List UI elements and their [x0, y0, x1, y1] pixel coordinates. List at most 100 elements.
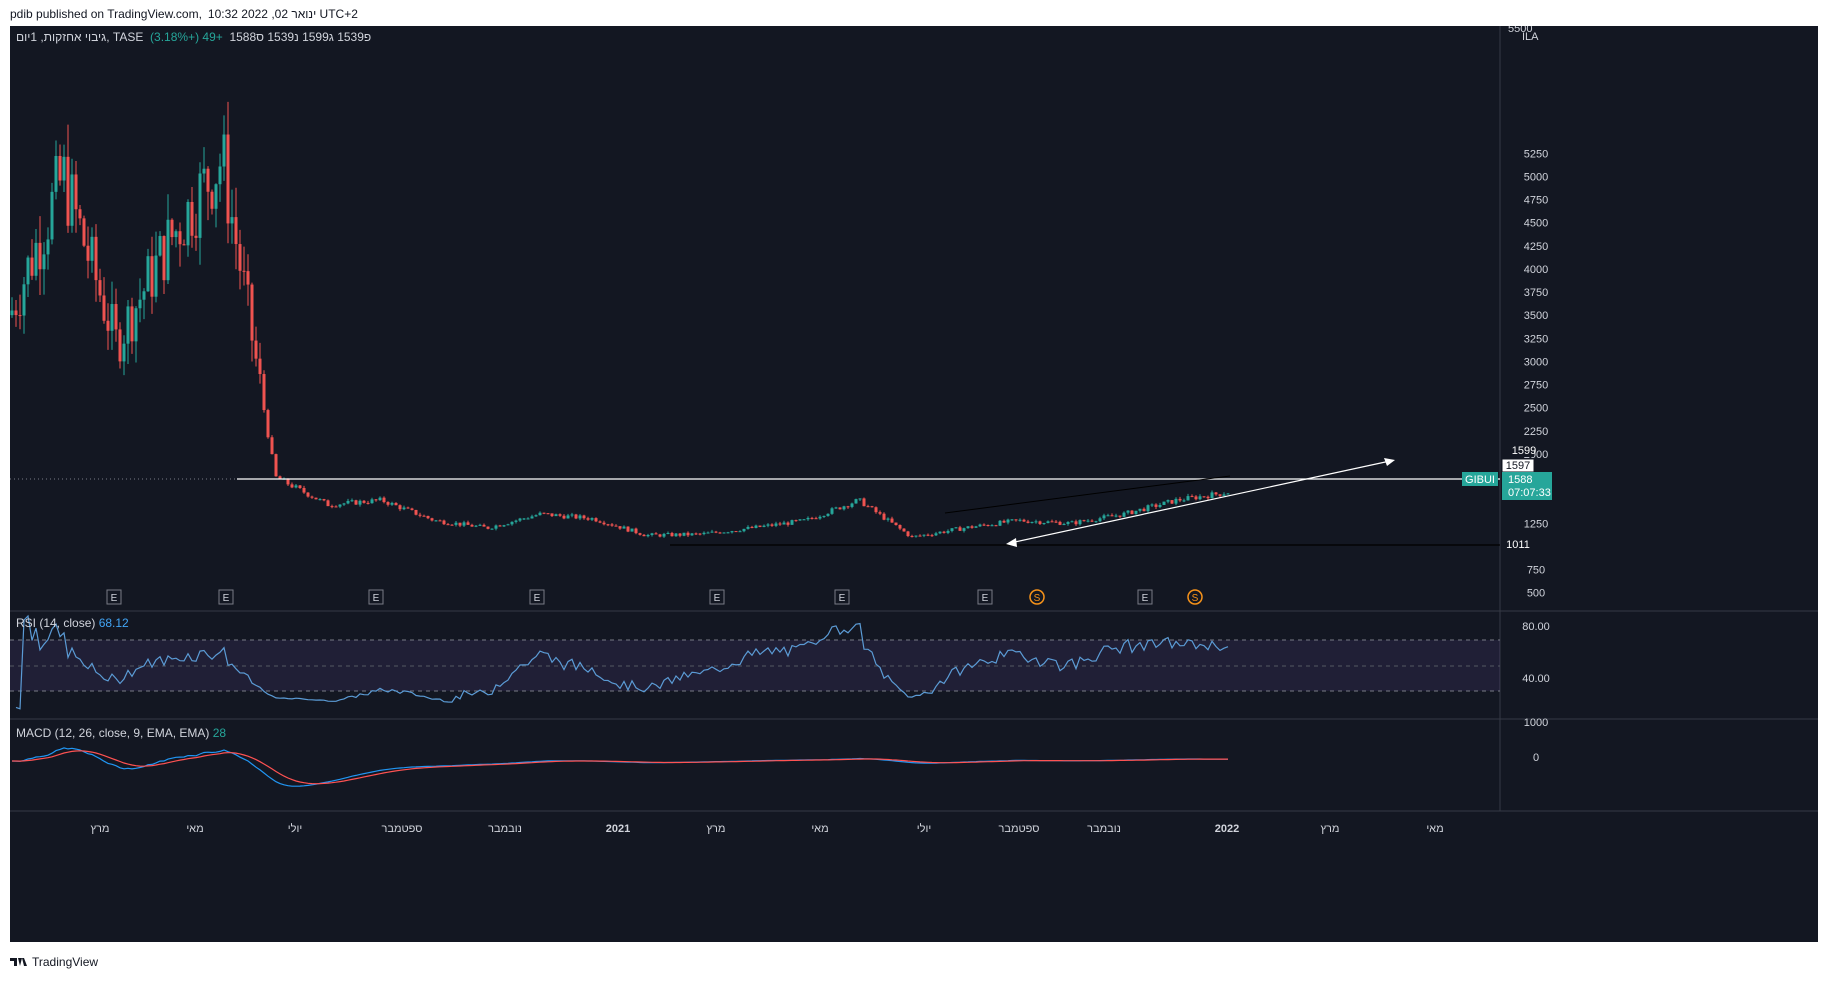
candle-body	[826, 513, 830, 516]
macd-legend-value: 28	[212, 726, 227, 740]
event-label: E	[223, 593, 230, 604]
candle-body	[886, 518, 890, 520]
candle-body	[938, 531, 942, 534]
candle-body	[906, 531, 910, 537]
candle-body	[1018, 519, 1022, 521]
candle-body	[566, 515, 570, 519]
candle-body	[842, 506, 846, 510]
candle-body	[902, 528, 906, 532]
time-axis[interactable]: מרץ מאי יולי ספטמבר נובמבר 2021 מרץ מאי יולי ספטמ…	[91, 822, 1444, 835]
earnings-event-marker[interactable]	[106, 589, 122, 605]
candle-body	[1182, 500, 1186, 502]
candle-body	[966, 526, 970, 529]
candle-body	[446, 524, 450, 526]
candle-body	[998, 520, 1002, 526]
candle-body	[470, 524, 474, 527]
earnings-event-marker[interactable]	[529, 589, 545, 605]
line-label: 1597	[1506, 460, 1530, 472]
candle-body	[558, 514, 562, 516]
candle-body	[202, 168, 206, 174]
price-axis[interactable]: 5250500047504500425040003750350032503000…	[1522, 148, 1550, 764]
candle-body	[206, 168, 210, 192]
candle-body	[490, 528, 494, 530]
candle-body	[1214, 492, 1218, 495]
earnings-event-marker[interactable]	[368, 589, 384, 605]
time-tick: מרץ	[707, 823, 726, 835]
event-label: E	[534, 593, 541, 604]
candle-body	[1070, 521, 1074, 523]
symbol-legend[interactable]: גיבוי אחזקות, 1יום, TASE פ1539 ג1599 נ15…	[16, 30, 371, 44]
candle-body	[682, 532, 686, 536]
candle-body	[42, 254, 46, 270]
candle-body	[438, 520, 442, 522]
candle-body	[130, 306, 134, 342]
candle-body	[746, 526, 750, 529]
candle-body	[750, 526, 754, 528]
price-tick: 750	[1527, 565, 1545, 577]
candle-body	[314, 497, 318, 500]
candle-body	[278, 476, 282, 480]
split-event-marker[interactable]	[1029, 589, 1045, 605]
candle-body	[1174, 498, 1178, 504]
time-tick: מרץ	[1321, 823, 1340, 835]
candle-body	[654, 533, 658, 535]
candle-body	[18, 315, 22, 317]
candle-body	[978, 524, 982, 527]
footer: TradingView	[10, 955, 98, 969]
candle-body	[214, 184, 218, 209]
trend-line-arrow[interactable]	[1009, 460, 1391, 544]
candle-body	[930, 535, 934, 537]
trend-line-dark[interactable]	[944, 475, 1231, 514]
candle-body	[266, 410, 270, 438]
price-tick: 2750	[1524, 380, 1548, 392]
candle-body	[550, 513, 554, 517]
candle-body	[306, 492, 310, 497]
price-tick: 4000	[1524, 264, 1548, 276]
candle-body	[458, 522, 462, 526]
candle-body	[958, 527, 962, 531]
candle-body	[610, 524, 614, 526]
candle-body	[1086, 520, 1090, 522]
candle-body	[606, 524, 610, 526]
candle-body	[154, 255, 158, 297]
candle-body	[1038, 521, 1042, 524]
candle-body	[118, 329, 122, 362]
candle-body	[134, 308, 138, 342]
rsi-legend-label: RSI (14, close)	[16, 616, 96, 630]
macd-legend[interactable]: MACD (12, 26, close, 9, EMA, EMA) 28	[16, 726, 226, 740]
candle-body	[730, 531, 734, 533]
candle-body	[242, 270, 246, 272]
earnings-event-marker[interactable]	[709, 589, 725, 605]
candle-body	[514, 520, 518, 522]
earnings-event-marker[interactable]	[1137, 589, 1153, 605]
earnings-event-marker[interactable]	[834, 589, 850, 605]
candle-body	[922, 534, 926, 536]
candle-body	[262, 374, 266, 411]
candle-body	[718, 532, 722, 534]
split-event-marker[interactable]	[1187, 589, 1203, 605]
candle-body	[622, 526, 626, 529]
earnings-event-marker[interactable]	[218, 589, 234, 605]
candle-body	[910, 536, 914, 538]
candle-body	[526, 518, 530, 520]
candle-body	[34, 242, 38, 276]
candle-body	[1114, 515, 1118, 517]
candle-body	[386, 502, 390, 505]
candle-body	[618, 526, 622, 529]
candle-body	[862, 498, 866, 507]
earnings-event-marker[interactable]	[977, 589, 993, 605]
candle-body	[722, 532, 726, 534]
candle-body	[1082, 520, 1086, 522]
candle-body	[570, 514, 574, 516]
candle-body	[370, 499, 374, 504]
candle-body	[38, 242, 42, 270]
candle-body	[158, 236, 162, 256]
candle-body	[190, 201, 194, 236]
rsi-legend[interactable]: RSI (14, close) 68.12	[16, 616, 129, 630]
event-label: E	[111, 593, 118, 604]
candle-body	[1090, 520, 1094, 522]
candle-body	[846, 506, 850, 508]
candle-body	[782, 522, 786, 525]
